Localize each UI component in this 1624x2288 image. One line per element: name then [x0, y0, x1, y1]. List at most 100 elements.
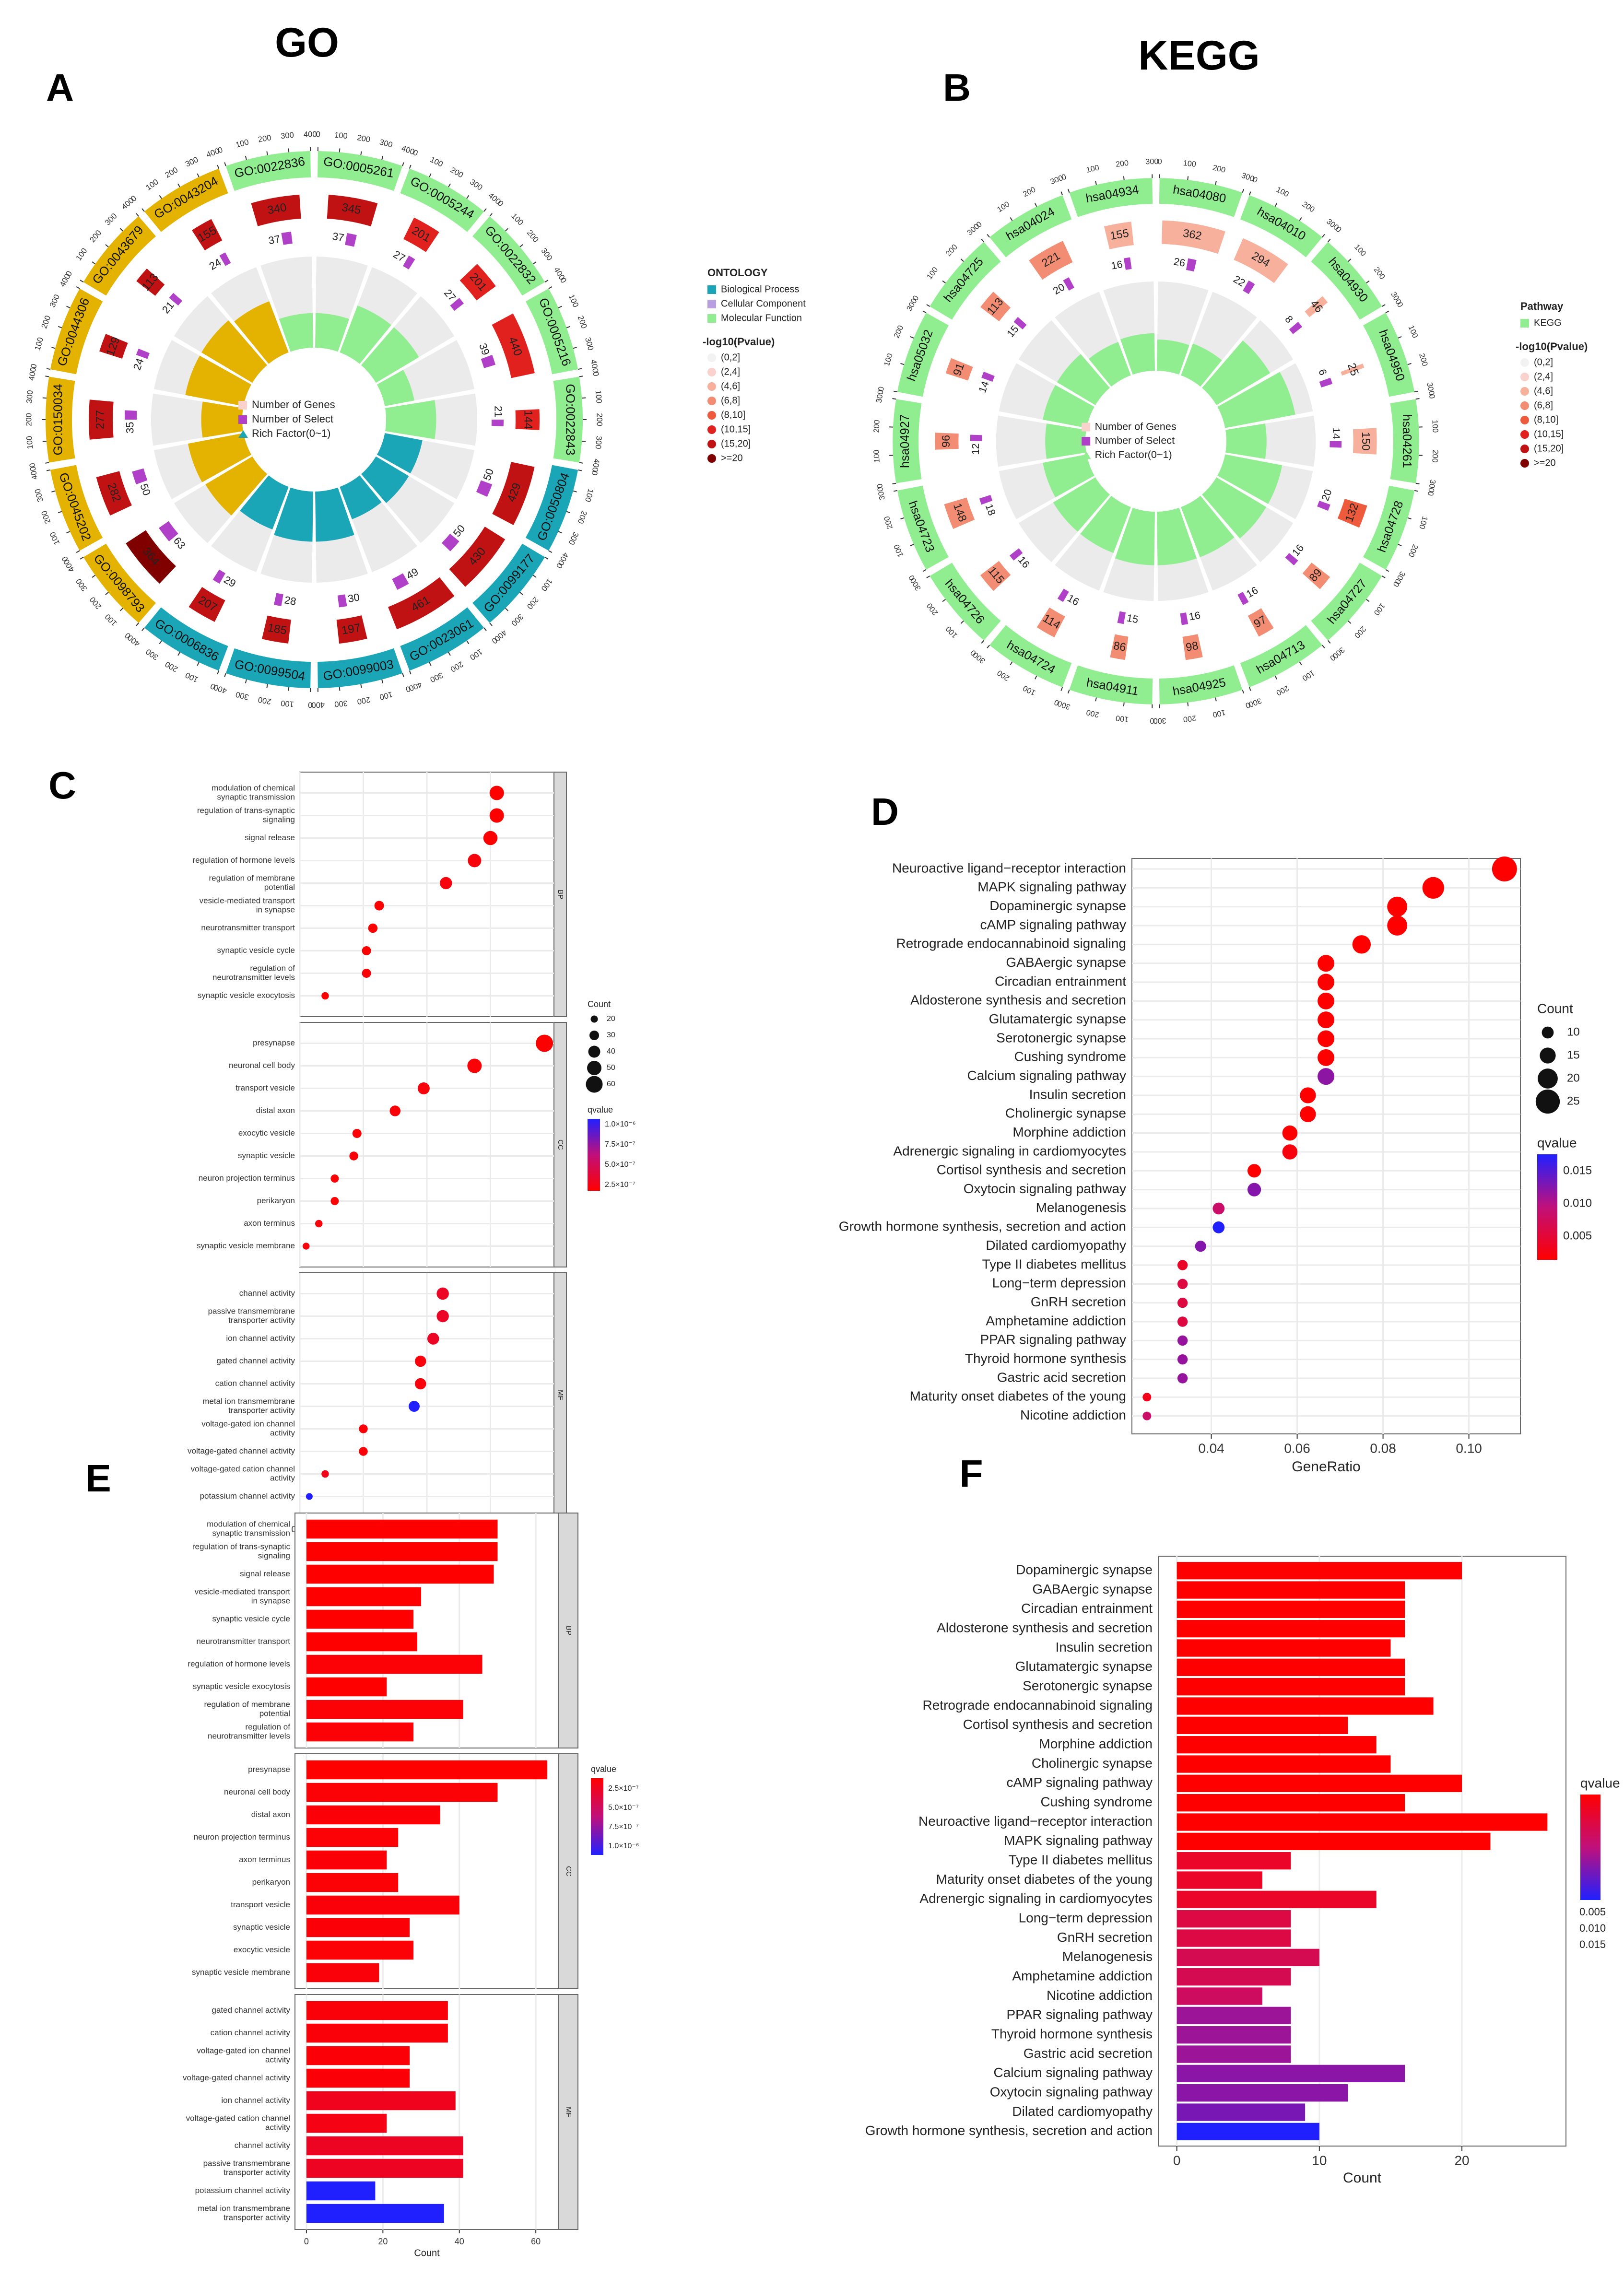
- category-label: Dilated cardiomyopathy: [986, 1238, 1126, 1253]
- facet-strip-label: MF: [565, 2107, 573, 2117]
- scale-tick: [448, 652, 451, 656]
- scale-tick: [141, 627, 145, 631]
- color-legend-label: 0.015: [1563, 1164, 1592, 1177]
- scale-tick-label: 400: [27, 367, 38, 381]
- scale-tick: [558, 305, 562, 308]
- facet-strip-label: BP: [565, 1626, 573, 1635]
- term-segment: [50, 288, 103, 375]
- category-label: Serotonergic synapse: [996, 1030, 1126, 1045]
- scale-tick: [58, 511, 62, 514]
- category-label: neuron projection terminus: [199, 1173, 295, 1183]
- dot-marker: [1142, 1393, 1152, 1402]
- scale-tick: [1067, 689, 1070, 694]
- scale-tick: [1248, 191, 1251, 196]
- bar: [306, 2046, 410, 2065]
- bar: [306, 1760, 548, 1780]
- scale-tick: [892, 482, 896, 484]
- bar: [1177, 1987, 1262, 2005]
- scale-tick: [573, 490, 577, 493]
- rich-factor-bar: [1217, 372, 1295, 428]
- term-segment: [400, 607, 484, 671]
- select-count-bar: [981, 371, 995, 382]
- category-label: ion channel activity: [226, 1334, 295, 1343]
- category-label: gated channel activity: [212, 2006, 291, 2015]
- term-segment: [225, 151, 311, 191]
- color-legend-label: 7.5×10⁻⁷: [605, 1140, 635, 1149]
- pvalue-legend-key: [1520, 459, 1529, 468]
- dot-marker: [1177, 1354, 1188, 1365]
- facet-strip-label: CC: [565, 1866, 573, 1877]
- bar: [306, 2136, 463, 2156]
- bar: [306, 1963, 379, 1983]
- term-segment: [400, 168, 484, 232]
- panel-label-d: D: [871, 790, 899, 833]
- dot-marker: [489, 786, 504, 800]
- dot-marker: [1422, 877, 1444, 899]
- scale-tick: [910, 336, 914, 339]
- category-label: perikaryon: [252, 1877, 290, 1887]
- legend-label: Biological Process: [721, 284, 799, 294]
- rich-factor-bar: [1043, 454, 1094, 498]
- facet-strip: [558, 1994, 578, 2230]
- category-label: GnRH secretion: [1057, 1930, 1153, 1945]
- pvalue-legend-label: (15,20]: [1534, 443, 1564, 454]
- term-segment: [897, 485, 949, 570]
- inner-legend-label: Number of Genes: [1095, 420, 1177, 432]
- dot-marker: [427, 1333, 439, 1345]
- category-label: voltage-gated ion channel: [201, 1419, 295, 1428]
- rich-factor-bar: [385, 400, 436, 439]
- scale-tick: [1348, 258, 1352, 262]
- color-legend-title: qvalue: [1580, 1775, 1620, 1790]
- gene-count-bar: [492, 313, 535, 378]
- category-label: Calcium signaling pathway: [967, 1068, 1126, 1083]
- scale-tick: [894, 390, 898, 393]
- category-label: cAMP signaling pathway: [980, 917, 1126, 932]
- category-label: Nicotine addiction: [1020, 1408, 1126, 1422]
- scale-tick: [1398, 336, 1402, 339]
- category-label: Melanogenesis: [1036, 1200, 1126, 1215]
- color-legend-label: 2.5×10⁻⁷: [605, 1181, 635, 1189]
- scale-tick: [548, 286, 553, 289]
- color-legend-label: 0.005: [1563, 1229, 1592, 1242]
- go-title: GO: [275, 20, 339, 66]
- scale-tick: [429, 662, 432, 666]
- bar: [1177, 1794, 1405, 1812]
- dot-marker: [315, 1220, 323, 1228]
- bar: [306, 1542, 498, 1561]
- term-segment: [83, 543, 156, 623]
- pvalue-legend-label: (10,15]: [1534, 429, 1564, 439]
- dot-marker: [536, 1034, 553, 1052]
- rich-factor-bar: [361, 327, 419, 383]
- category-label: exocytic vesicle: [238, 1128, 295, 1138]
- select-count-bar: [491, 420, 504, 426]
- dot-marker: [467, 1058, 482, 1073]
- scale-tick: [1348, 621, 1352, 624]
- dot-marker: [1300, 1106, 1316, 1122]
- rich-factor-bar: [234, 301, 289, 364]
- scale-tick: [1366, 598, 1370, 602]
- category-label: GnRH secretion: [1031, 1294, 1126, 1309]
- dot-marker: [1142, 1411, 1152, 1420]
- category-label: metal ion transmembrane: [202, 1396, 295, 1406]
- inner-legend-key: [1082, 437, 1091, 446]
- gene-count-bar: [192, 219, 223, 251]
- facet-strip: [558, 1753, 578, 1989]
- select-count-label: 14: [1330, 428, 1342, 439]
- select-count-bar: [403, 255, 415, 270]
- category-label: Cushing syndrome: [1041, 1795, 1153, 1809]
- scale-tick: [544, 280, 549, 283]
- legend-title: Pathway: [1520, 300, 1564, 312]
- scale-tick-label: 300: [280, 131, 294, 141]
- size-legend-dot: [1540, 1047, 1556, 1064]
- scale-tick: [582, 440, 586, 442]
- term-segment: [1069, 665, 1153, 704]
- scale-tick: [177, 183, 180, 188]
- scale-tick: [402, 162, 404, 166]
- size-legend-dot: [586, 1076, 603, 1093]
- pvalue-legend-key: [707, 382, 716, 391]
- color-legend-label: 0.015: [1579, 1938, 1606, 1950]
- x-tick-label: 0.06: [1284, 1441, 1310, 1455]
- scale-tick-label: 100: [1115, 714, 1129, 724]
- category-label: voltage-gated channel activity: [188, 1446, 295, 1455]
- gene-count-bar: [1247, 608, 1274, 637]
